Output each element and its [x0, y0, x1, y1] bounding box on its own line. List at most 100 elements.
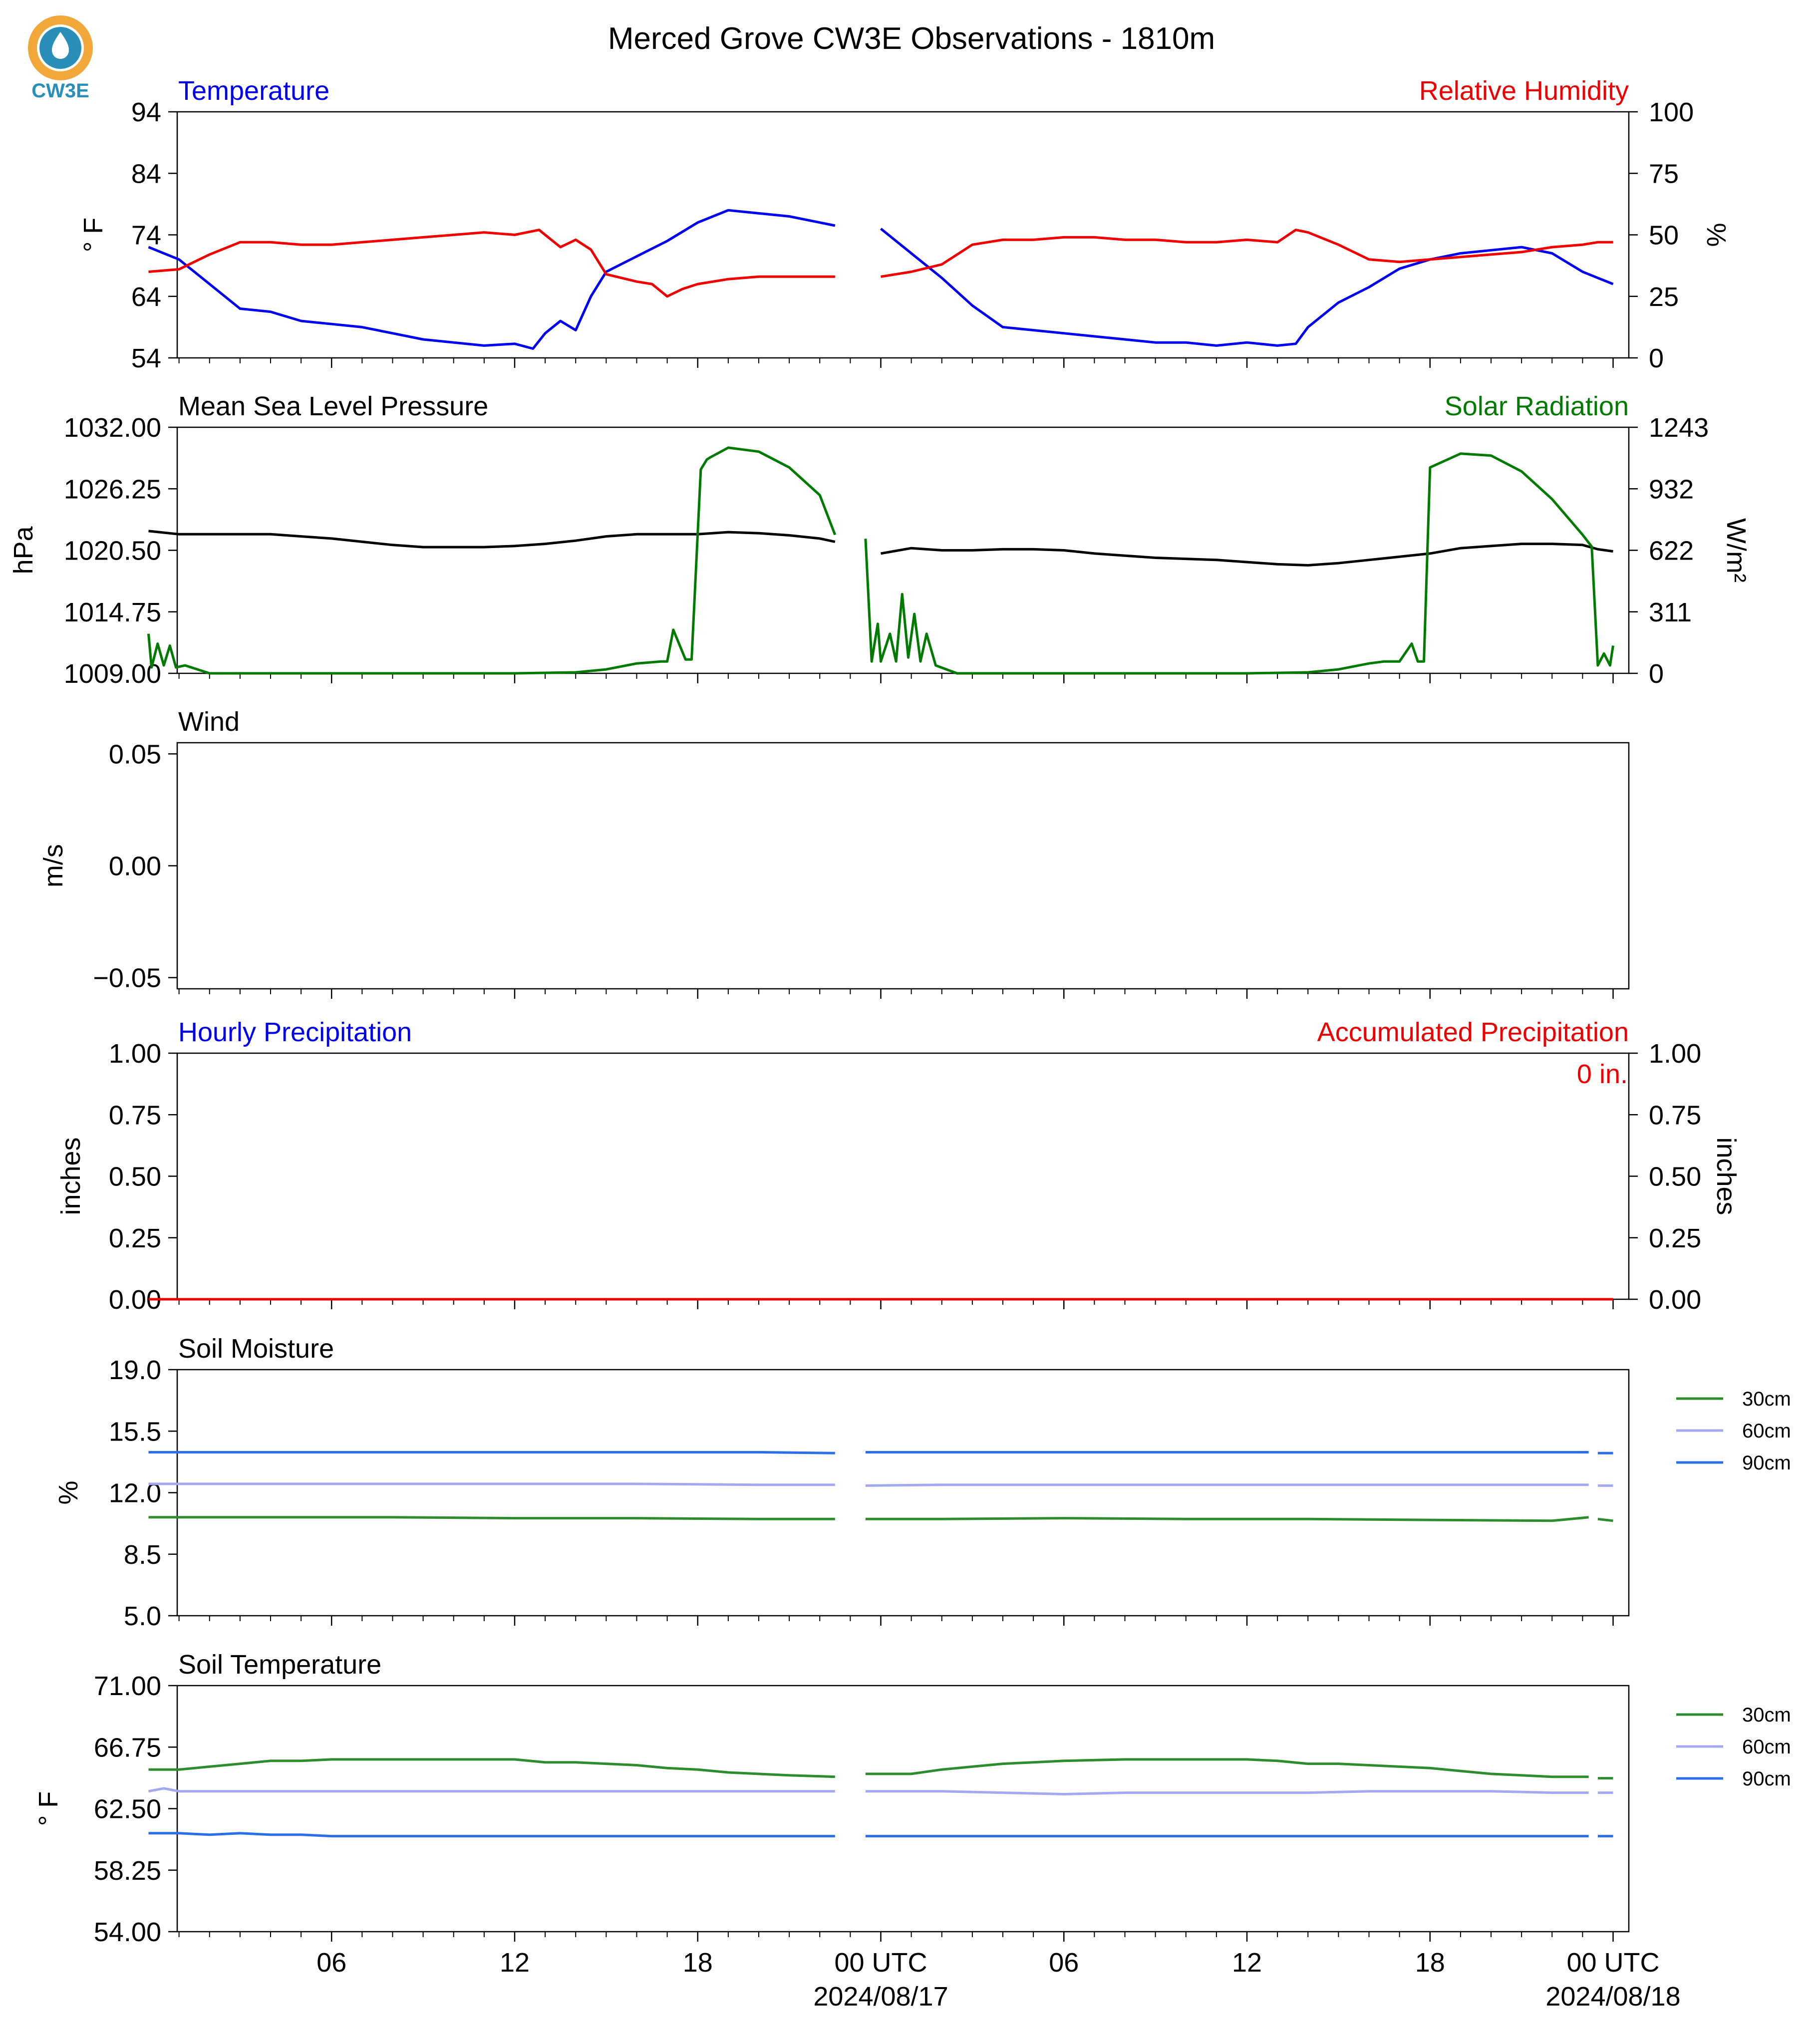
y-tick-label-left: −0.05: [93, 963, 161, 993]
series-line-30cm: [148, 1516, 1613, 1522]
series-line-60cm: [148, 1787, 1613, 1795]
x-tick-label: 18: [1415, 1948, 1445, 1978]
y-axis-label-left: m/s: [38, 844, 68, 887]
y-tick-label-left: 71.00: [94, 1671, 161, 1701]
panel-title-left: Soil Moisture: [178, 1334, 334, 1364]
plot-frame: [176, 1052, 1630, 1300]
y-axis-label-left: inches: [56, 1137, 86, 1215]
y-axis-label-left: ° F: [33, 1791, 63, 1826]
y-tick-label-right: 0: [1649, 343, 1664, 373]
panel-title-left: Temperature: [178, 76, 329, 106]
y-tick-label-left: 66.75: [94, 1733, 161, 1762]
y-tick-label-right: 0.50: [1649, 1162, 1701, 1192]
legend-label: 60cm: [1742, 1736, 1791, 1758]
y-axis-label-right: %: [1701, 223, 1731, 247]
y-tick-label-right: 0.75: [1649, 1100, 1701, 1130]
y-tick-label-left: 0.50: [109, 1162, 161, 1192]
y-tick-label-right: 100: [1649, 97, 1694, 127]
chart-panel-3: −0.05 0.00 0.05 Wind m/s: [38, 707, 1630, 999]
x-tick-label: 12: [500, 1948, 530, 1978]
y-tick-label-left: 0.25: [109, 1223, 161, 1253]
legend: 30cm 60cm 90cm: [1676, 1388, 1791, 1474]
y-tick-label-left: 8.5: [124, 1540, 161, 1570]
y-tick-label-right: 50: [1649, 221, 1679, 251]
y-tick-label-left: 58.25: [94, 1856, 161, 1886]
logo-drop-icon: [52, 32, 69, 59]
y-axis-label-left: hPa: [8, 526, 38, 574]
y-tick-label-right: 1243: [1649, 413, 1709, 443]
legend-label: 30cm: [1742, 1704, 1791, 1726]
series-line-mean-sea-level-pressure: [148, 530, 1613, 567]
x-tick-label: 06: [1049, 1948, 1079, 1978]
y-tick-label-right: 25: [1649, 282, 1679, 312]
chart-panel-4: 0.000.250.500.751.000.000.250.500.751.00…: [56, 1017, 1741, 1315]
legend-label: 30cm: [1742, 1388, 1791, 1410]
logo-sun-ring-icon: [28, 15, 93, 80]
y-tick-label-left: 5.0: [124, 1601, 161, 1631]
y-tick-label-right: 1.00: [1649, 1039, 1701, 1069]
y-tick-label-left: 94: [131, 97, 161, 127]
accumulated-total-annotation: 0 in.: [1577, 1059, 1628, 1089]
y-tick-label-right: 622: [1649, 536, 1694, 566]
panel-title-left: Hourly Precipitation: [178, 1017, 412, 1047]
x-tick-label: 00 UTC: [834, 1948, 927, 1978]
panel-title-left: Wind: [178, 707, 240, 737]
y-tick-label-left: 0.00: [109, 852, 161, 881]
plot-frame: [176, 742, 1630, 990]
x-tick-label: 12: [1232, 1948, 1262, 1978]
y-tick-label-left: 1009.00: [64, 659, 161, 689]
y-axis-label-left: %: [53, 1480, 83, 1504]
y-tick-label-left: 84: [131, 159, 161, 189]
legend: 30cm 60cm 90cm: [1676, 1704, 1791, 1790]
series-line-30cm: [148, 1758, 1613, 1780]
series-line-90cm: [148, 1451, 1613, 1454]
panel-title-left: Mean Sea Level Pressure: [178, 391, 488, 421]
y-tick-label-left: 1014.75: [64, 597, 161, 627]
y-tick-label-left: 1026.25: [64, 474, 161, 504]
y-axis-label-right: W/m²: [1721, 518, 1751, 582]
y-tick-label-left: 19.0: [109, 1355, 161, 1385]
cw3e-logo: CW3E: [28, 15, 93, 102]
panel-title-left: Soil Temperature: [178, 1650, 381, 1680]
logo-text: CW3E: [31, 80, 89, 102]
y-tick-label-left: 62.50: [94, 1794, 161, 1824]
y-tick-label-left: 0.05: [109, 739, 161, 769]
legend-label: 60cm: [1742, 1420, 1791, 1442]
y-tick-label-left: 15.5: [109, 1417, 161, 1447]
x-tick-label: 18: [683, 1948, 713, 1978]
x-tick-label: 00 UTC: [1566, 1948, 1659, 1978]
y-axis-label-left: ° F: [78, 218, 108, 253]
series-line-90cm: [148, 1832, 1613, 1838]
y-tick-label-right: 75: [1649, 159, 1679, 189]
chart-panel-6: 54.00 58.25 62.50 66.75 71.00 Soil Temperatur…: [33, 1650, 1791, 1947]
series-line-temperature: [148, 209, 1614, 350]
y-tick-label-left: 1.00: [109, 1039, 161, 1069]
y-axis-label-right: inches: [1711, 1137, 1741, 1215]
y-tick-label-left: 74: [131, 221, 161, 251]
series-line-solar-radiation: [147, 446, 1614, 675]
series-line-relative-humidity: [148, 229, 1613, 298]
y-tick-label-right: 0.00: [1649, 1285, 1701, 1315]
y-tick-label-left: 1032.00: [64, 413, 161, 443]
x-date-label: 2024/08/18: [1545, 1982, 1680, 2012]
y-tick-label-right: 0: [1649, 659, 1664, 689]
y-tick-label-left: 1020.50: [64, 536, 161, 566]
y-tick-label-right: 932: [1649, 474, 1694, 504]
plot-frame: [176, 1369, 1630, 1617]
y-tick-label-right: 0.25: [1649, 1223, 1701, 1253]
chart-title: Merced Grove CW3E Observations - 1810m: [608, 21, 1215, 56]
panel-title-right: Solar Radiation: [1445, 391, 1629, 421]
chart-panel-2: 1009.00 1014.75 1020.50 1026.25 1032.00 0 311 6…: [8, 391, 1751, 689]
series-line-60cm: [148, 1482, 1613, 1487]
x-date-label: 2024/08/17: [813, 1982, 948, 2012]
chart-panel-1: 54 64 74 84 94 0 25 50 75 100 Temperature Relative …: [78, 76, 1731, 373]
y-tick-label-left: 54: [131, 343, 161, 373]
panel-title-right: Relative Humidity: [1419, 76, 1629, 106]
plot-frame: [176, 1685, 1630, 1933]
plot-frame: [176, 111, 1630, 359]
panel-title-right: Accumulated Precipitation: [1317, 1017, 1629, 1047]
y-tick-label-left: 54.00: [94, 1917, 161, 1947]
y-tick-label-left: 0.75: [109, 1100, 161, 1130]
